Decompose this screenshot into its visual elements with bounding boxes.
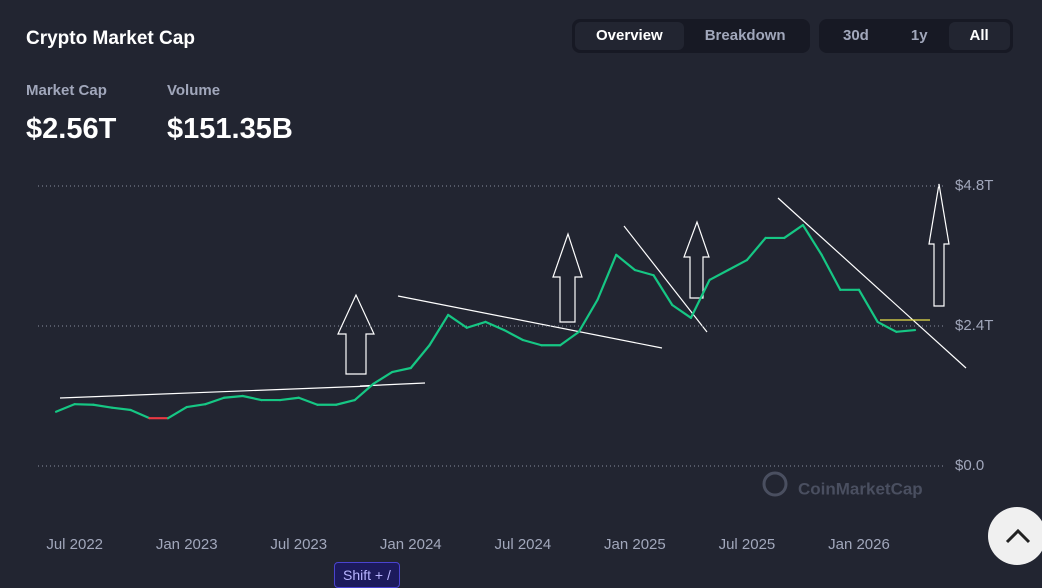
line-segment bbox=[391, 366, 412, 374]
x-tick-label: Jul 2023 bbox=[270, 536, 327, 553]
line-segment bbox=[727, 258, 749, 272]
scroll-top-button[interactable] bbox=[988, 507, 1042, 565]
chevron-icon bbox=[1005, 528, 1031, 544]
x-tick-label: Jan 2023 bbox=[156, 536, 218, 553]
tab[interactable]: Breakdown bbox=[704, 27, 786, 44]
line-segment bbox=[92, 403, 114, 409]
line-segment bbox=[521, 338, 543, 347]
line-segment bbox=[73, 403, 95, 406]
x-tick-label: Jan 2024 bbox=[380, 536, 442, 553]
line-segment bbox=[577, 298, 599, 333]
stat-value: $2.56T bbox=[26, 113, 117, 145]
line-segment bbox=[503, 328, 524, 342]
line-segment bbox=[615, 253, 636, 272]
line-segment bbox=[241, 394, 263, 402]
y-tick-label: $4.8T bbox=[955, 177, 993, 194]
line-segment bbox=[447, 313, 468, 329]
line-segment bbox=[671, 303, 693, 319]
stat-label: Market Cap bbox=[26, 82, 107, 99]
line-segment bbox=[633, 268, 655, 277]
line-segment bbox=[857, 288, 879, 324]
watermark: CoinMarketCap bbox=[798, 479, 923, 498]
x-tick-label: Jul 2025 bbox=[719, 536, 776, 553]
line-segment bbox=[110, 406, 132, 412]
line-segment bbox=[129, 408, 151, 420]
line-segment bbox=[895, 328, 917, 333]
stat-value: $151.35B bbox=[167, 113, 293, 145]
line-segment bbox=[745, 236, 767, 262]
line-segment bbox=[353, 382, 375, 402]
shortcut-badge[interactable]: Shift + / bbox=[334, 562, 400, 588]
x-tick-label: Jan 2025 bbox=[604, 536, 666, 553]
x-tick-label: Jul 2022 bbox=[46, 536, 103, 553]
line-segment bbox=[372, 370, 394, 385]
line-segment bbox=[54, 403, 76, 413]
line-segment bbox=[876, 320, 898, 333]
line-segment bbox=[652, 274, 674, 307]
line-segment bbox=[801, 223, 823, 256]
x-tick-label: Jul 2024 bbox=[494, 536, 551, 553]
line-segment bbox=[335, 398, 356, 406]
range[interactable]: 1y bbox=[910, 27, 928, 44]
y-tick-label: $0.0 bbox=[955, 457, 984, 474]
stat-label: Volume bbox=[167, 82, 221, 99]
range[interactable]: 30d bbox=[843, 27, 869, 44]
line-segment bbox=[166, 405, 188, 420]
line-segment bbox=[783, 223, 805, 240]
line-segment bbox=[559, 330, 580, 347]
title: Crypto Market Cap bbox=[26, 28, 195, 49]
watermark-logo bbox=[762, 471, 788, 497]
y-tick-label: $2.4T bbox=[955, 317, 993, 334]
line-segment bbox=[222, 394, 244, 399]
line-segment bbox=[820, 253, 842, 291]
line-segment bbox=[204, 396, 226, 406]
line-segment bbox=[465, 320, 487, 329]
line-segment bbox=[185, 403, 207, 409]
annotations bbox=[59, 183, 967, 399]
line-segment bbox=[409, 344, 431, 370]
view-tabs: Overview Breakdown bbox=[572, 19, 810, 53]
line-segment bbox=[484, 320, 506, 332]
line-segment bbox=[689, 278, 711, 319]
line-segment bbox=[278, 396, 300, 402]
x-tick-label: Jan 2026 bbox=[828, 536, 890, 553]
line-segment bbox=[708, 268, 730, 282]
tab[interactable]: Overview bbox=[575, 22, 684, 50]
line-segment bbox=[428, 313, 450, 347]
line-segment bbox=[596, 253, 618, 301]
line-segment bbox=[297, 396, 319, 406]
range-tabs: 30d 1y All bbox=[819, 19, 1013, 53]
range[interactable]: All bbox=[948, 22, 1010, 50]
